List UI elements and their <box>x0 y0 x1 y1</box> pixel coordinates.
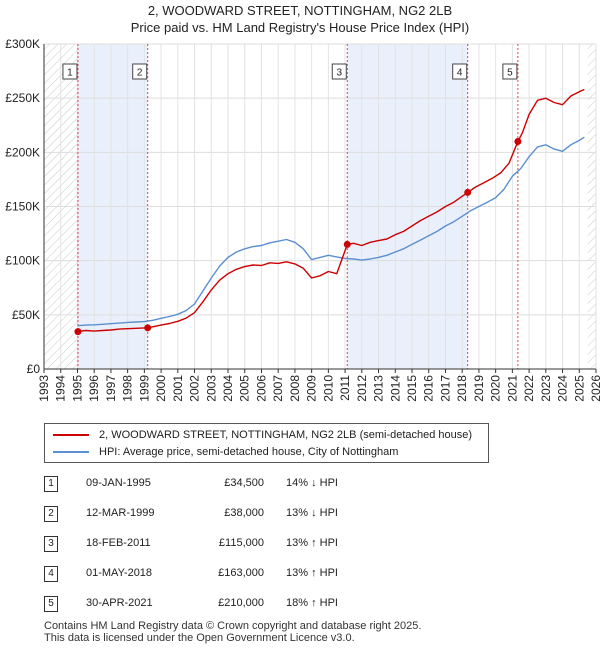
x-tick-label: 2005 <box>238 375 252 402</box>
x-tick-label: 2016 <box>422 375 436 402</box>
transaction-price: £115,000 <box>218 537 264 549</box>
transaction-date: 18-FEB-2011 <box>86 537 151 549</box>
property-price-line <box>77 88 585 333</box>
transaction-price: £210,000 <box>218 597 264 609</box>
y-tick-label: £200K <box>5 145 40 159</box>
footer-line-2: This data is licensed under the Open Gov… <box>44 632 355 644</box>
transaction-price: £163,000 <box>218 567 264 579</box>
transaction-date: 30-APR-2021 <box>86 597 153 609</box>
chart-subtitle: Price paid vs. HM Land Registry's House … <box>130 20 470 35</box>
transaction-number: 1 <box>44 476 58 492</box>
transaction-label-box <box>452 63 468 80</box>
table-row: 4 01-MAY-2018 £163,000 13% ↑ HPI <box>0 566 600 584</box>
x-tick-label: 1999 <box>137 375 151 402</box>
transaction-label-box <box>62 63 78 80</box>
x-tick-label: 2015 <box>405 375 419 402</box>
transaction-number: 5 <box>44 596 58 612</box>
transaction-hpi-diff: 18% ↑ HPI <box>286 597 338 609</box>
transaction-number: 2 <box>44 506 58 522</box>
hpi-line <box>77 136 585 327</box>
footer-line-1: Contains HM Land Registry data © Crown c… <box>44 620 422 632</box>
legend-label-hpi: HPI: Average price, semi-detached house,… <box>99 446 399 458</box>
legend-entry-hpi: HPI: Average price, semi-detached house,… <box>53 444 398 460</box>
transaction-date: 01-MAY-2018 <box>86 567 153 579</box>
y-tick-label: £300K <box>5 37 40 51</box>
transaction-label-box <box>502 63 518 80</box>
y-tick-label: £150K <box>5 200 40 214</box>
sale-point <box>343 240 351 248</box>
x-tick-label: 1993 <box>37 375 51 402</box>
sale-point <box>514 138 522 145</box>
table-row: 1 09-JAN-1995 £34,500 14% ↓ HPI <box>0 476 600 494</box>
x-tick-label: 2013 <box>372 375 386 402</box>
x-tick-label: 1998 <box>121 375 135 402</box>
footer-attribution: Contains HM Land Registry data © Crown c… <box>44 620 421 644</box>
x-tick-label: 2007 <box>271 375 285 402</box>
x-tick-label: 2001 <box>171 375 185 402</box>
x-tick-label: 1996 <box>87 375 101 402</box>
transaction-hpi-diff: 13% ↑ HPI <box>286 537 338 549</box>
x-tick-label: 2021 <box>505 375 519 402</box>
x-tick-label: 2006 <box>254 375 268 402</box>
x-tick-label: 1994 <box>54 375 68 402</box>
y-tick-label: £50K <box>12 308 40 322</box>
transaction-hpi-diff: 13% ↑ HPI <box>286 567 338 579</box>
y-tick-label: £250K <box>5 91 40 105</box>
x-tick-label: 2010 <box>321 375 335 402</box>
x-tick-label: 2004 <box>221 375 235 402</box>
transaction-label-number: 1 <box>67 68 73 79</box>
transaction-date: 12-MAR-1999 <box>86 507 155 519</box>
x-tick-label: 2018 <box>455 375 469 402</box>
price-chart: 1 2 3 4 5 £0 £50K £100K £150K £200K £250K £300K 199… <box>5 37 600 402</box>
table-row: 5 30-APR-2021 £210,000 18% ↑ HPI <box>0 596 600 614</box>
table-row: 2 12-MAR-1999 £38,000 13% ↓ HPI <box>0 506 600 524</box>
transaction-price: £34,500 <box>224 477 264 489</box>
x-tick-label: 2017 <box>438 375 452 402</box>
transaction-label-number: 4 <box>457 68 463 79</box>
x-tick-label: 2014 <box>388 375 402 402</box>
transaction-label-number: 5 <box>507 68 513 79</box>
chart-legend: 2, WOODWARD STREET, NOTTINGHAM, NG2 2LB … <box>44 423 489 463</box>
legend-swatch-property <box>53 434 89 436</box>
y-tick-label: £100K <box>5 254 40 268</box>
x-tick-label: 2002 <box>188 375 202 402</box>
sale-point <box>464 188 472 196</box>
table-row: 3 18-FEB-2011 £115,000 13% ↑ HPI <box>0 536 600 554</box>
x-tick-label: 1997 <box>104 375 118 402</box>
x-tick-label: 2008 <box>288 375 302 402</box>
transaction-number: 3 <box>44 536 58 552</box>
x-tick-label: 1995 <box>70 375 84 402</box>
transaction-label-box <box>331 63 347 80</box>
transaction-label-box <box>132 63 148 80</box>
x-tick-label: 2012 <box>355 375 369 402</box>
sale-point <box>74 328 82 336</box>
transaction-date: 09-JAN-1995 <box>86 477 151 489</box>
x-tick-label: 2009 <box>305 375 319 402</box>
x-tick-label: 2020 <box>489 375 503 402</box>
x-tick-label: 2011 <box>338 375 352 401</box>
chart-title: 2, WOODWARD STREET, NOTTINGHAM, NG2 2LB <box>147 3 453 18</box>
transaction-hpi-diff: 14% ↓ HPI <box>286 477 338 489</box>
transaction-label-number: 3 <box>336 68 342 79</box>
x-tick-label: 2025 <box>572 375 586 402</box>
x-tick-label: 2024 <box>556 375 570 402</box>
x-tick-label: 2023 <box>539 375 553 402</box>
transaction-price: £38,000 <box>224 507 264 519</box>
x-tick-label: 2022 <box>522 375 536 402</box>
legend-swatch-hpi <box>53 451 89 453</box>
x-tick-label: 2003 <box>204 375 218 402</box>
transaction-hpi-diff: 13% ↓ HPI <box>286 507 338 519</box>
transaction-label-number: 2 <box>137 68 143 79</box>
transaction-number: 4 <box>44 566 58 582</box>
legend-entry-property: 2, WOODWARD STREET, NOTTINGHAM, NG2 2LB … <box>53 427 472 443</box>
legend-label-property: 2, WOODWARD STREET, NOTTINGHAM, NG2 2LB … <box>99 429 473 441</box>
x-tick-label: 2026 <box>589 375 600 402</box>
x-tick-label: 2000 <box>154 375 168 402</box>
sale-point <box>144 324 152 332</box>
x-tick-label: 2019 <box>472 375 486 402</box>
y-tick-label: £0 <box>27 362 41 376</box>
